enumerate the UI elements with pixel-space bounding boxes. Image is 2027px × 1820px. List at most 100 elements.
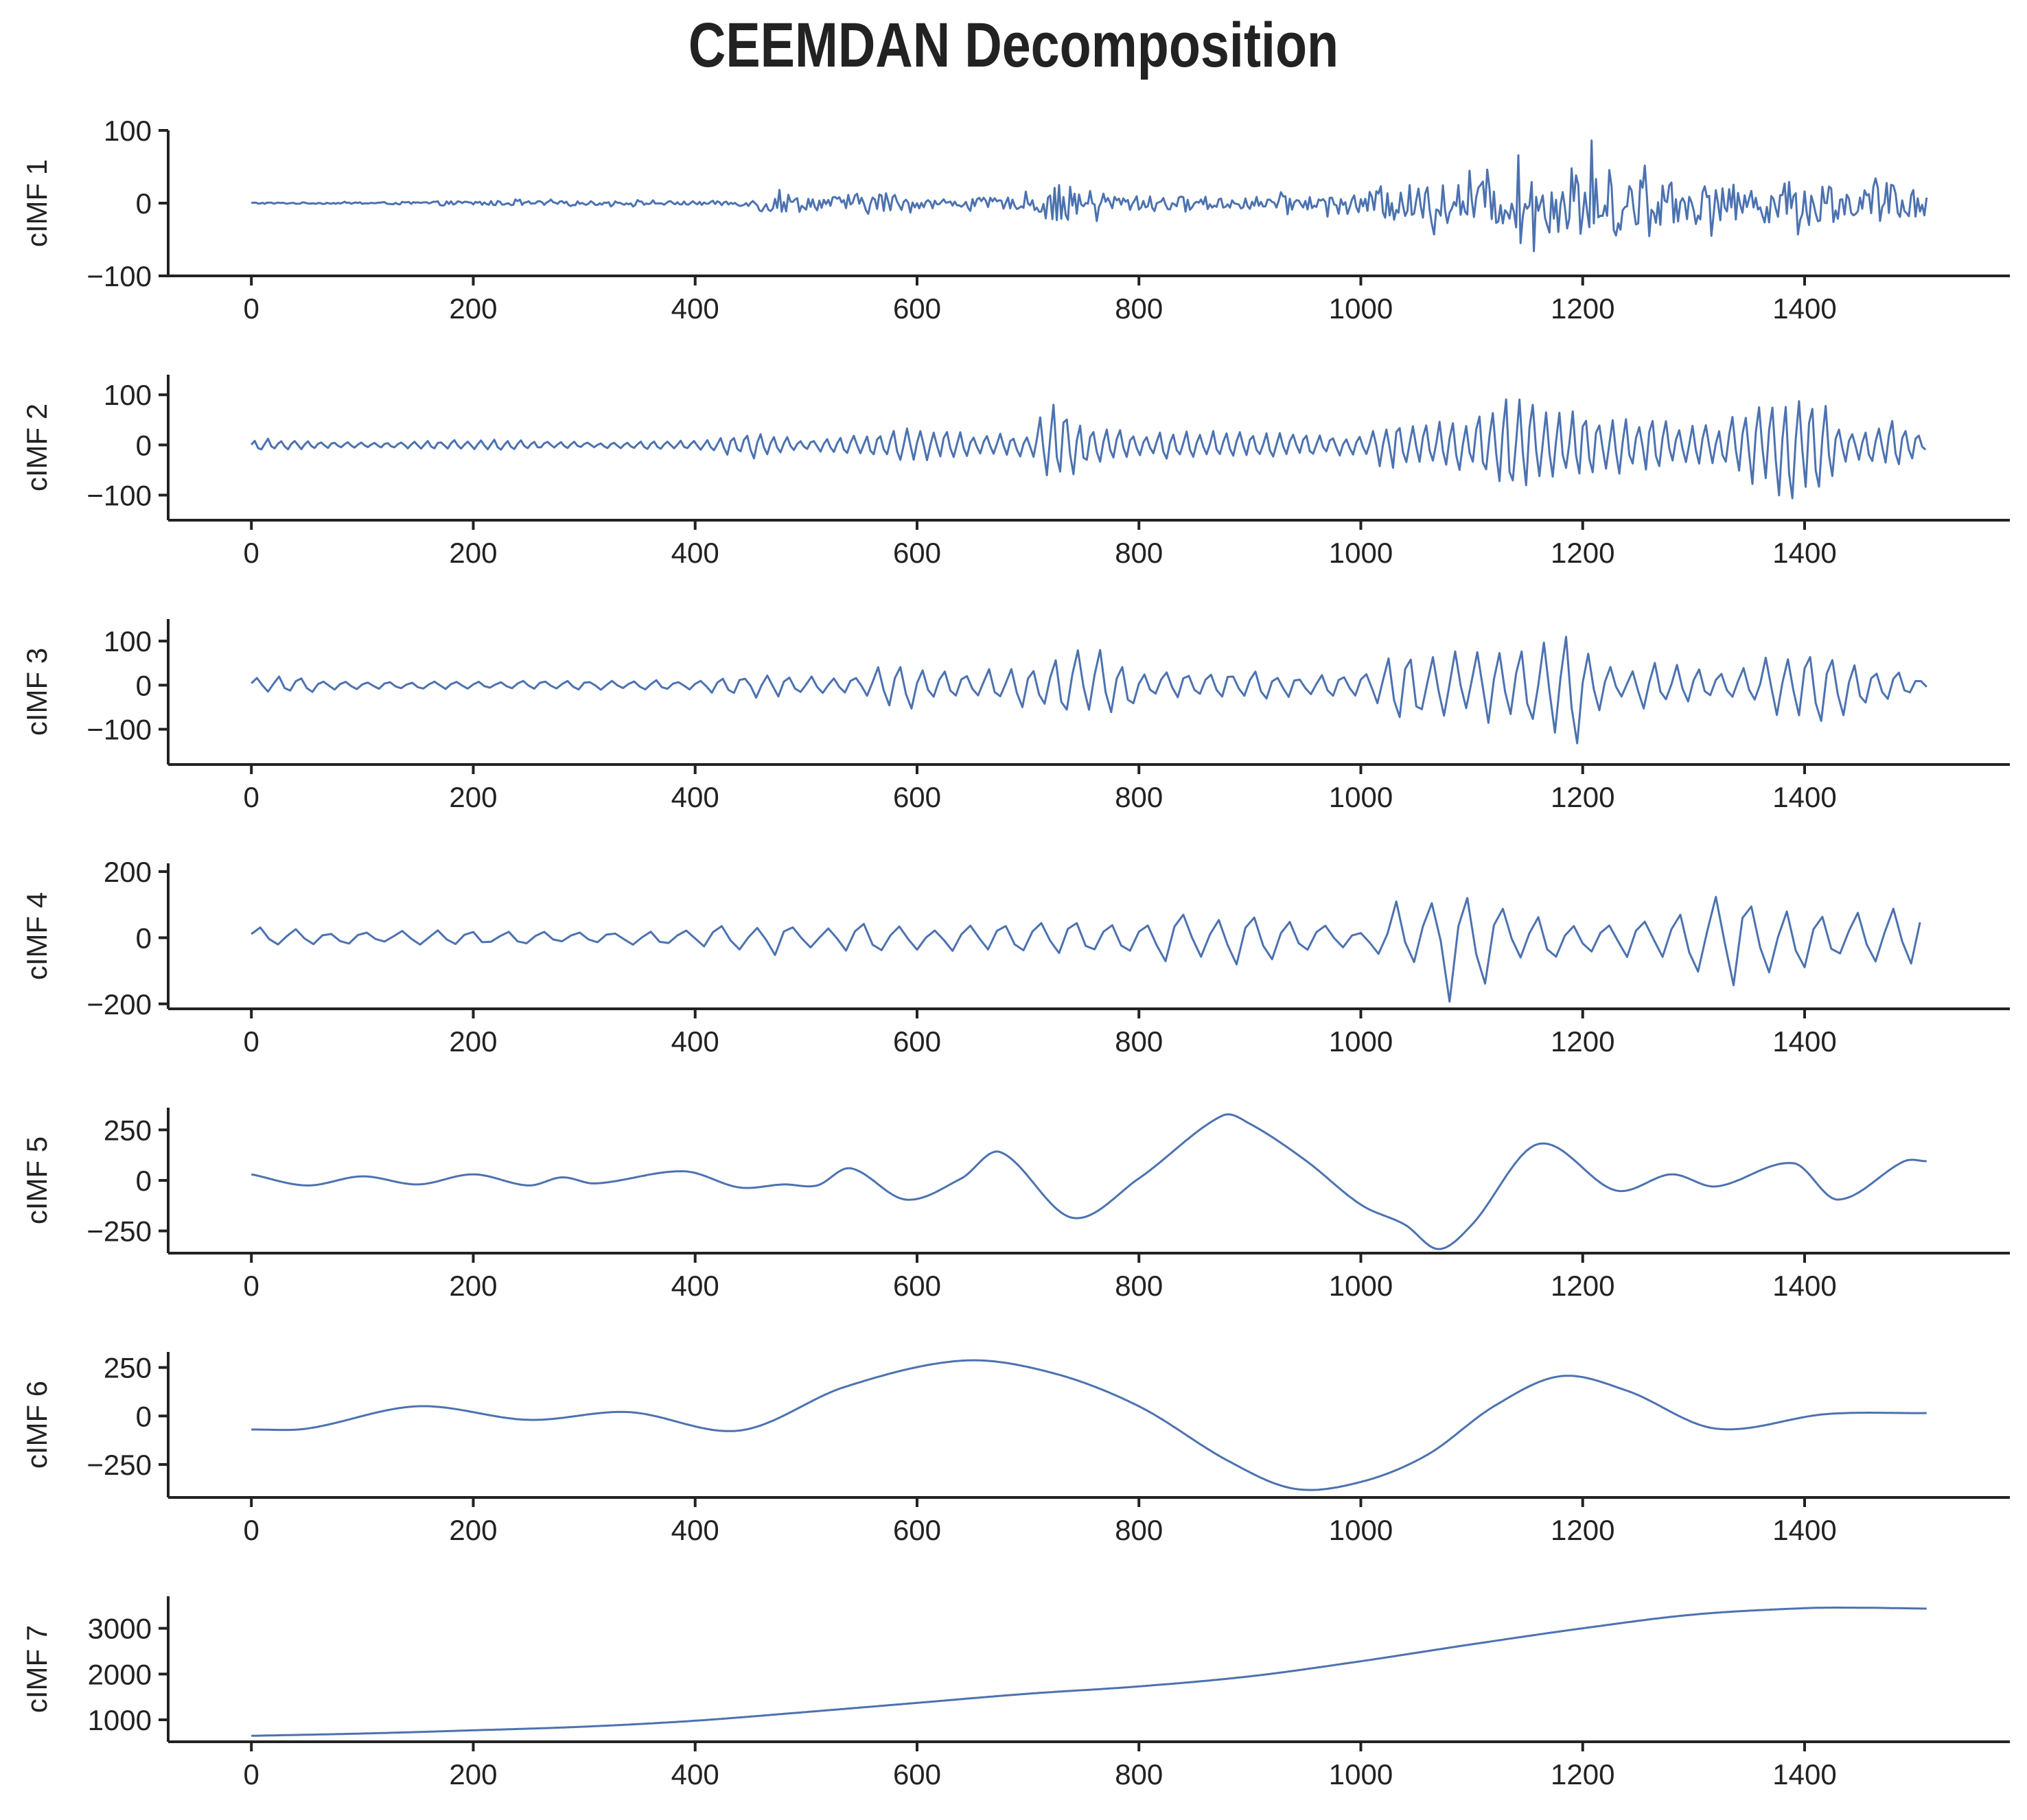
x-tick-label: 800	[1115, 292, 1163, 325]
x-tick-label: 400	[671, 537, 719, 569]
y-tick-label: 250	[104, 1114, 152, 1146]
x-tick-label: 600	[893, 1514, 941, 1546]
y-tick-label: 250	[104, 1352, 152, 1384]
y-axis-label: cIMF 7	[21, 1625, 53, 1713]
y-tick-label: 0	[136, 1165, 152, 1197]
y-tick-label: −100	[86, 260, 152, 292]
y-tick-label: 3000	[88, 1613, 152, 1645]
x-tick-label: 1000	[1329, 1514, 1393, 1546]
series-line-4	[251, 896, 1921, 1003]
series-line-2	[251, 398, 1927, 500]
panel-1: 0 200 400 600 800 1000 1200 1400 −100 0 100 cIMF 1	[21, 115, 2010, 325]
x-tick-label: 1000	[1329, 1270, 1393, 1302]
series-line-3	[251, 635, 1927, 745]
y-tick-label: −100	[86, 714, 152, 746]
y-tick-label: 0	[136, 669, 152, 701]
x-tick-label: 1400	[1772, 292, 1836, 325]
y-tick-label: 200	[104, 856, 152, 888]
x-tick-label: 1400	[1772, 1514, 1836, 1546]
y-tick-label: −250	[86, 1449, 152, 1481]
y-axis-label: cIMF 3	[21, 648, 53, 736]
panel-4: 0 200 400 600 800 1000 1200 1400 −200 0 200 cIMF 4	[21, 856, 2010, 1058]
x-tick-label: 1400	[1772, 1270, 1836, 1302]
y-axis-label: cIMF 5	[21, 1136, 53, 1224]
x-tick-label: 600	[893, 1025, 941, 1058]
x-tick-label: 0	[244, 292, 259, 325]
x-tick-label: 1200	[1551, 292, 1614, 325]
x-tick-label: 200	[449, 1758, 497, 1790]
y-tick-label: 0	[136, 922, 152, 954]
x-tick-label: 800	[1115, 1758, 1163, 1790]
y-tick-label: −100	[86, 479, 152, 511]
y-tick-label: 0	[136, 429, 152, 461]
x-tick-label: 600	[893, 537, 941, 569]
y-tick-label: −250	[86, 1215, 152, 1248]
x-tick-label: 1400	[1772, 1025, 1836, 1058]
x-tick-label: 1400	[1772, 537, 1836, 569]
x-tick-label: 1400	[1772, 1758, 1836, 1790]
x-tick-label: 200	[449, 1514, 497, 1546]
x-tick-label: 800	[1115, 1270, 1163, 1302]
x-tick-label: 200	[449, 1270, 497, 1302]
y-tick-label: 0	[136, 187, 152, 220]
x-tick-label: 400	[671, 292, 719, 325]
x-tick-label: 0	[244, 781, 259, 813]
x-tick-label: 1000	[1329, 1025, 1393, 1058]
x-tick-label: 400	[671, 1514, 719, 1546]
x-tick-label: 1000	[1329, 1758, 1393, 1790]
y-axis-label: cIMF 6	[21, 1381, 53, 1469]
y-tick-label: 100	[104, 115, 152, 147]
x-tick-label: 0	[244, 1514, 259, 1546]
x-tick-label: 1000	[1329, 537, 1393, 569]
x-tick-label: 400	[671, 781, 719, 813]
x-tick-label: 800	[1115, 1514, 1163, 1546]
x-tick-label: 800	[1115, 537, 1163, 569]
x-tick-label: 600	[893, 1270, 941, 1302]
y-tick-label: 100	[104, 625, 152, 657]
x-tick-label: 1200	[1551, 1270, 1614, 1302]
x-tick-label: 200	[449, 537, 497, 569]
x-tick-label: 400	[671, 1025, 719, 1058]
x-tick-label: 400	[671, 1270, 719, 1302]
x-tick-label: 0	[244, 537, 259, 569]
y-tick-label: 1000	[88, 1704, 152, 1736]
x-tick-label: 1200	[1551, 1758, 1614, 1790]
x-tick-label: 600	[893, 781, 941, 813]
x-tick-label: 1000	[1329, 292, 1393, 325]
x-tick-label: 1200	[1551, 1025, 1614, 1058]
panel-6: 0 200 400 600 800 1000 1200 1400 −250 0 250 cIMF 6	[21, 1352, 2010, 1546]
x-tick-label: 1400	[1772, 781, 1836, 813]
y-axis-label: cIMF 2	[21, 404, 53, 491]
panel-3: 0 200 400 600 800 1000 1200 1400 −100 0 100 cIMF 3	[21, 619, 2010, 813]
series-line-1	[251, 139, 1928, 253]
panel-2: 0 200 400 600 800 1000 1200 1400 −100 0 100 cIMF 2	[21, 375, 2010, 569]
x-tick-label: 0	[244, 1270, 259, 1302]
y-tick-label: 2000	[88, 1658, 152, 1690]
x-tick-label: 1200	[1551, 781, 1614, 813]
x-tick-label: 400	[671, 1758, 719, 1790]
x-tick-label: 200	[449, 1025, 497, 1058]
y-tick-label: 100	[104, 379, 152, 411]
x-tick-label: 200	[449, 292, 497, 325]
series-line-7	[251, 1607, 1927, 1737]
x-tick-label: 1200	[1551, 1514, 1614, 1546]
y-tick-label: −200	[86, 988, 152, 1020]
x-tick-label: 600	[893, 1758, 941, 1790]
series-line-5	[251, 1113, 1927, 1250]
x-tick-label: 1000	[1329, 781, 1393, 813]
x-tick-label: 800	[1115, 781, 1163, 813]
y-tick-label: 0	[136, 1400, 152, 1432]
x-tick-label: 200	[449, 781, 497, 813]
chart-title: CEEMDAN Decomposition	[688, 10, 1339, 80]
x-tick-label: 800	[1115, 1025, 1163, 1058]
panel-7: 0 200 400 600 800 1000 1200 1400 1000 2000 3000 cIM…	[21, 1596, 2010, 1790]
y-axis-label: cIMF 4	[21, 892, 53, 980]
series-line-6	[251, 1359, 1927, 1491]
x-tick-label: 600	[893, 292, 941, 325]
x-tick-label: 0	[244, 1025, 259, 1058]
y-axis-label: cIMF 1	[21, 159, 53, 247]
x-tick-label: 1200	[1551, 537, 1614, 569]
x-tick-label: 0	[244, 1758, 259, 1790]
panel-5: 0 200 400 600 800 1000 1200 1400 −250 0 250 cIMF 5	[21, 1108, 2010, 1302]
